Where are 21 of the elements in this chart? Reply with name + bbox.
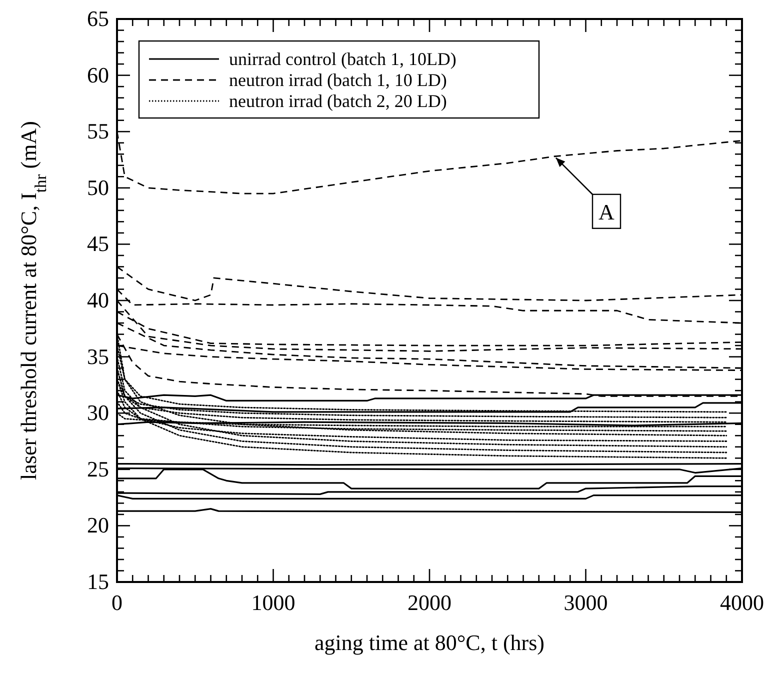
x-tick-label: 1000	[251, 590, 296, 615]
x-tick-label: 3000	[564, 590, 608, 615]
y-tick-label: 50	[87, 174, 109, 200]
x-tick-label: 0	[112, 590, 122, 615]
y-tick-label: 45	[87, 231, 109, 256]
legend-label: unirrad control (batch 1, 10LD)	[229, 49, 456, 69]
y-tick-label: 30	[87, 400, 109, 426]
y-tick-label: 20	[87, 512, 109, 538]
legend-label: neutron irrad (batch 2, 20 LD)	[229, 91, 447, 111]
y-tick-label: 65	[87, 6, 109, 31]
y-tick-label: 40	[87, 288, 109, 312]
y-tick-label: 25	[87, 456, 109, 482]
x-tick-label: 4000	[720, 590, 764, 615]
y-tick-label: 60	[87, 62, 109, 88]
x-tick-label: 2000	[408, 590, 452, 615]
x-axis-title: aging time at 80°C, t (hrs)	[314, 630, 544, 655]
legend-label: neutron irrad (batch 1, 10 LD)	[229, 70, 447, 90]
annotation: A	[598, 199, 615, 224]
y-tick-label: 35	[87, 344, 109, 369]
y-tick-label: 15	[87, 569, 109, 594]
y-tick-label: 55	[87, 118, 109, 144]
